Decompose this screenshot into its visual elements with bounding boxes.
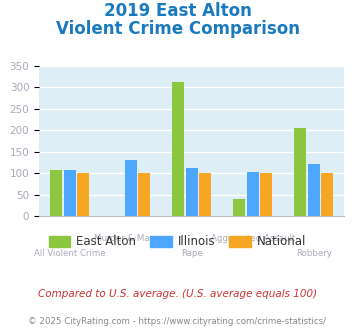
Text: Violent Crime Comparison: Violent Crime Comparison bbox=[55, 20, 300, 38]
Text: 2019 East Alton: 2019 East Alton bbox=[104, 2, 251, 20]
Text: Aggravated Assault: Aggravated Assault bbox=[211, 234, 295, 243]
Bar bbox=[247, 172, 259, 216]
Text: Robbery: Robbery bbox=[296, 249, 332, 258]
Bar bbox=[308, 164, 320, 216]
Bar bbox=[260, 173, 272, 216]
Bar bbox=[186, 168, 198, 216]
Bar bbox=[321, 173, 333, 216]
Bar bbox=[172, 82, 184, 216]
Bar bbox=[138, 173, 150, 216]
Bar bbox=[125, 160, 137, 216]
Text: All Violent Crime: All Violent Crime bbox=[34, 249, 105, 258]
Bar bbox=[233, 199, 245, 216]
Text: Compared to U.S. average. (U.S. average equals 100): Compared to U.S. average. (U.S. average … bbox=[38, 289, 317, 299]
Bar bbox=[50, 170, 62, 216]
Bar bbox=[294, 128, 306, 216]
Text: Murder & Mans...: Murder & Mans... bbox=[94, 234, 168, 243]
Bar bbox=[64, 170, 76, 216]
Legend: East Alton, Illinois, National: East Alton, Illinois, National bbox=[44, 231, 311, 253]
Text: Rape: Rape bbox=[181, 249, 203, 258]
Text: © 2025 CityRating.com - https://www.cityrating.com/crime-statistics/: © 2025 CityRating.com - https://www.city… bbox=[28, 317, 327, 326]
Bar bbox=[77, 173, 89, 216]
Bar bbox=[199, 173, 211, 216]
